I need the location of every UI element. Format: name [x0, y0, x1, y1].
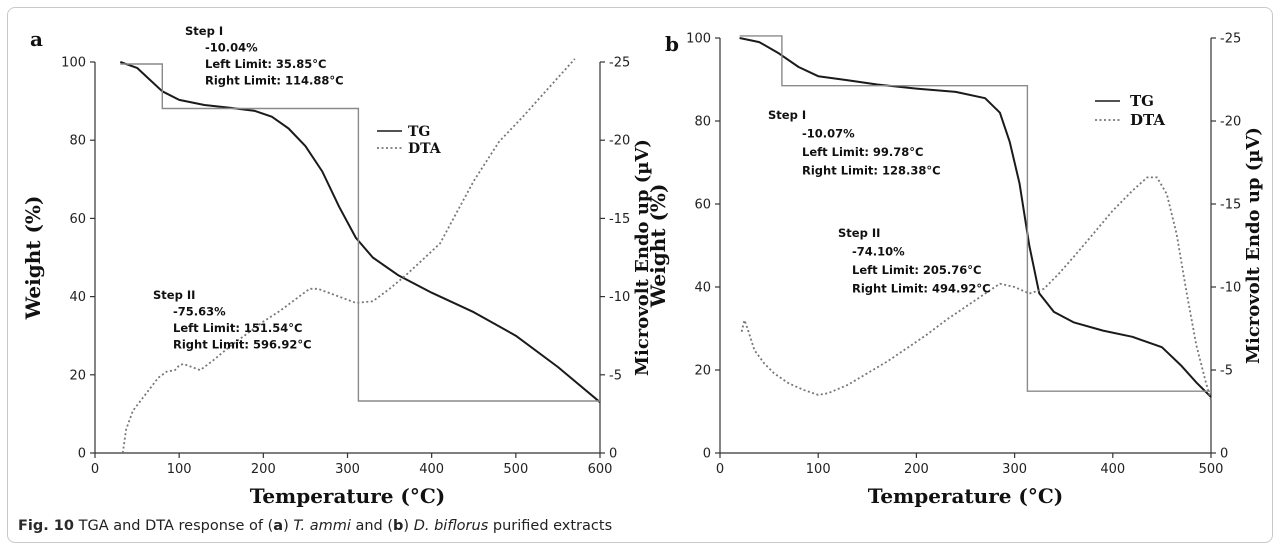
x-tick-label: 400 — [1100, 462, 1125, 477]
y2-tick-label: -5 — [1220, 364, 1233, 379]
x-tick-label: 300 — [335, 462, 360, 477]
y-tick-label: 60 — [694, 198, 711, 213]
annotation-step-2-line: Left Limit: 151.54°C — [173, 321, 303, 335]
y-axis-title: Weight (%) — [646, 184, 670, 309]
annotation-step-1-line: Left Limit: 35.85°C — [205, 57, 327, 71]
caption-fig-label: Fig. 10 — [18, 518, 74, 534]
series-line-dta — [740, 176, 1212, 401]
series-line-step — [739, 35, 1211, 392]
annotation-step-2-line: Step II — [153, 288, 195, 302]
figure-caption: Fig. 10 TGA and DTA response of (a) T. a… — [18, 518, 612, 534]
caption-text-1: TGA and DTA response of ( — [74, 518, 274, 534]
x-tick-label: 300 — [1002, 462, 1027, 477]
legend-label-tg: TG — [1130, 92, 1154, 110]
x-axis-title: Temperature (°C) — [868, 484, 1064, 508]
caption-species-b: D. biflorus — [413, 518, 489, 534]
y-tick-label: 20 — [694, 364, 711, 379]
y-tick-label: 20 — [69, 368, 86, 383]
caption-text-5: purified extracts — [488, 518, 613, 534]
y2-tick-label: -15 — [609, 212, 630, 227]
y-tick-label: 80 — [69, 134, 86, 149]
y-tick-label: 0 — [78, 447, 86, 462]
legend-label-dta: DTA — [408, 141, 442, 157]
series-line-tg — [119, 61, 601, 403]
series-line-step — [120, 63, 600, 402]
annotation-step-1-line: Step I — [185, 24, 223, 38]
x-axis-title: Temperature (°C) — [250, 484, 446, 508]
x-tick-label: 500 — [503, 462, 528, 477]
annotation-step-1-line: Right Limit: 128.38°C — [802, 164, 941, 178]
x-tick-label: 600 — [588, 462, 613, 477]
y2-tick-label: -20 — [1220, 115, 1241, 130]
caption-text-2: ) — [283, 518, 294, 534]
panel-label: a — [30, 27, 43, 51]
annotation-step-1-line: Right Limit: 114.88°C — [205, 74, 344, 88]
annotation-step-2-line: Step II — [838, 226, 880, 240]
legend-label-tg: TG — [408, 124, 430, 140]
chart-panel-b: b0 100 200 300 400 5000204060801000-5-10-15-2… — [646, 32, 1264, 509]
y-tick-label: 80 — [694, 115, 711, 130]
annotation-step-1-line: -10.07% — [802, 127, 855, 141]
annotation-step-1-line: -10.04% — [205, 41, 258, 55]
annotation-step-1-line: Left Limit: 99.78°C — [802, 145, 924, 159]
annotation-step-2-line: Left Limit: 205.76°C — [852, 263, 982, 277]
y2-tick-label: -15 — [1220, 198, 1241, 213]
y-tick-label: 0 — [703, 447, 711, 462]
y-tick-label: 60 — [69, 212, 86, 227]
y2-tick-label: -20 — [609, 134, 630, 149]
annotation-step-2-line: -75.63% — [173, 305, 226, 319]
x-tick-label: 500 — [1199, 462, 1224, 477]
y-tick-label: 100 — [686, 32, 711, 47]
y-tick-label: 40 — [694, 281, 711, 296]
y-tick-label: 100 — [61, 56, 86, 71]
annotation-step-1-line: Step I — [768, 108, 806, 122]
figure-frame — [7, 7, 1273, 543]
y2-tick-label: -5 — [609, 368, 622, 383]
y-tick-label: 40 — [69, 290, 86, 305]
caption-label-a: a — [273, 518, 284, 534]
y2-tick-label: 0 — [609, 447, 617, 462]
y2-axis-title: Microvolt Endo up (µV) — [1243, 127, 1264, 364]
y2-axis-title: Microvolt Endo up (µV) — [632, 139, 653, 376]
y-axis-title: Weight (%) — [21, 196, 45, 321]
caption-text-3: and ( — [350, 518, 394, 534]
y2-tick-label: 0 — [1220, 447, 1228, 462]
x-tick-label: 0 — [91, 462, 99, 477]
annotation-step-2-line: Right Limit: 596.92°C — [173, 338, 312, 352]
caption-species-a: T. ammi — [293, 518, 351, 534]
y2-tick-label: -25 — [1220, 32, 1241, 47]
legend-label-dta: DTA — [1130, 111, 1165, 129]
x-tick-label: 200 — [904, 462, 929, 477]
series-line-tg — [739, 37, 1212, 398]
panel-label: b — [665, 32, 679, 56]
x-tick-label: 0 — [716, 462, 724, 477]
chart-panel-a: a0 100 200 300 400 500 6000204060801000-5-10-1… — [21, 24, 653, 508]
x-tick-label: 100 — [806, 462, 831, 477]
caption-text-4: ) — [403, 518, 414, 534]
y2-tick-label: -25 — [609, 56, 630, 71]
caption-label-b: b — [393, 518, 404, 534]
annotation-step-2-line: -74.10% — [852, 245, 905, 259]
x-tick-label: 400 — [419, 462, 444, 477]
x-tick-label: 200 — [251, 462, 276, 477]
y2-tick-label: -10 — [609, 290, 630, 305]
annotation-step-2-line: Right Limit: 494.92°C — [852, 282, 991, 296]
series-line-dta — [121, 58, 576, 454]
y2-tick-label: -10 — [1220, 281, 1241, 296]
x-tick-label: 100 — [167, 462, 192, 477]
